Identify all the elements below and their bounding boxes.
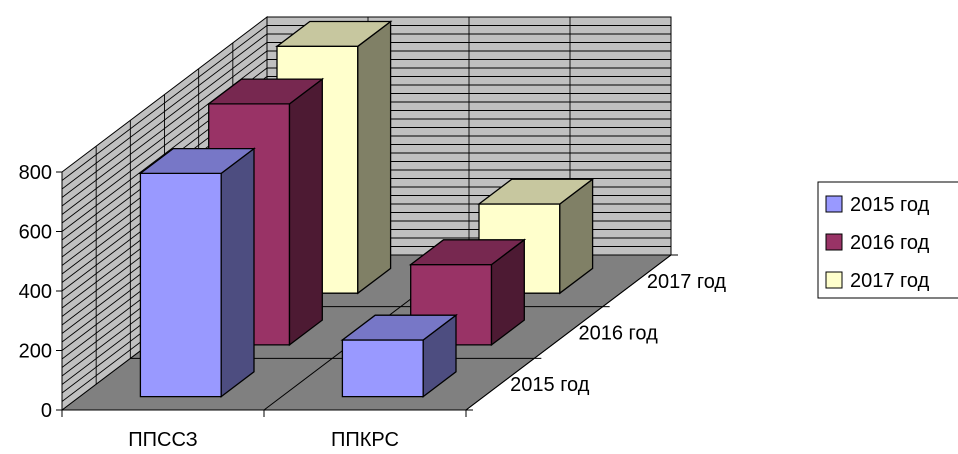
bar-side [220,147,255,398]
depth-tick-label: 2017 год [647,271,727,293]
depth-tick-label: 2015 год [510,374,590,396]
bar-top [206,78,325,105]
bar-top [138,147,256,175]
x-tick-label: ППССЗ [128,429,198,451]
depth-tick-label: 2016 год [579,323,659,345]
legend-label: 2016 год [850,232,930,254]
bar-top [340,314,458,341]
x-tick-label: ППКРС [331,429,399,451]
legend-swatch [825,271,843,289]
axes: 0 200 400 600 800 ППССЗ ППКРС 2015 год 2016 год 2… [19,162,727,451]
bars [138,20,595,398]
bar-2015 год-ППССЗ [138,147,256,398]
bar-2015 год-ППКРС [340,313,458,398]
bar-top [477,178,595,205]
y-tick-label: 800 [19,162,52,184]
legend-swatch [825,233,843,251]
y-tick-label: 0 [41,400,52,422]
bar-side [288,77,323,347]
legend-label: 2015 год [850,194,930,216]
bar-side [357,20,392,295]
y-tick-label: 600 [19,222,52,244]
legend-swatch [825,195,843,213]
y-tick-label: 400 [19,281,52,303]
y-tick-label: 200 [19,341,52,363]
bar-front [139,172,222,398]
bar-front [341,339,424,398]
depth-axis-line [465,254,672,411]
bar-top [275,20,393,47]
bar-top [408,239,527,266]
legend: 2015 год 2016 год 2017 год [817,181,958,299]
legend-label: 2017 год [850,270,930,292]
